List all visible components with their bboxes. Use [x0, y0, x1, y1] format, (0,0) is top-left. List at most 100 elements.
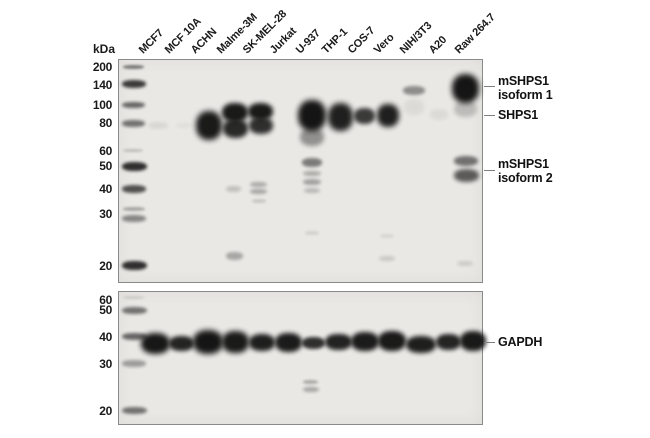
molecular-weight-marker-label: 20 [99, 259, 112, 273]
ladder-band [122, 261, 147, 270]
protein-band [300, 128, 324, 146]
molecular-weight-marker-label: 50 [99, 303, 112, 317]
lane-label: COS-7 [345, 24, 378, 57]
molecular-weight-marker-label: 80 [99, 116, 112, 130]
ladder-band [122, 307, 147, 314]
band-annotation-line: isoform 1 [498, 88, 553, 102]
band-annotation-label: mSHPS1 isoform 2 [498, 157, 553, 185]
protein-band [460, 331, 486, 351]
protein-band [176, 123, 192, 128]
protein-band [452, 74, 479, 103]
band-annotation-line: SHPS1 [498, 108, 538, 122]
protein-band [250, 189, 267, 194]
ladder-band [123, 207, 145, 211]
protein-band [249, 334, 275, 351]
protein-band [223, 119, 248, 138]
lane-label: U-937 [293, 27, 323, 57]
ladder-band [122, 185, 146, 193]
protein-band [298, 100, 326, 131]
molecular-weight-marker-label: 50 [99, 159, 112, 173]
band-annotation-label: mSHPS1 isoform 1 [498, 74, 553, 102]
gapdh-blot-panel [118, 291, 486, 425]
protein-band [226, 186, 241, 192]
lane-label: NIH/3T3 [397, 19, 435, 57]
protein-band [250, 182, 267, 187]
protein-band [328, 103, 353, 131]
protein-band [302, 337, 325, 349]
lane-label: MCF7 [136, 27, 166, 57]
protein-band [222, 103, 248, 122]
lane-label: A20 [426, 33, 450, 57]
protein-band [303, 380, 318, 384]
ladder-band [123, 65, 144, 69]
protein-band [196, 111, 222, 140]
molecular-weight-marker-label: 30 [99, 207, 112, 221]
band-annotation-line: mSHPS1 [498, 157, 549, 171]
protein-band [354, 108, 375, 124]
shps1-blot-panel [118, 59, 483, 283]
band-annotation-label: GAPDH [498, 335, 542, 349]
protein-band [303, 179, 321, 185]
protein-band [249, 117, 273, 134]
protein-band [377, 104, 399, 127]
ladder-band [122, 120, 145, 127]
protein-band [141, 333, 170, 354]
protein-band [303, 387, 319, 392]
protein-band [454, 169, 479, 182]
protein-band [380, 234, 394, 238]
molecular-weight-marker-label: 140 [92, 78, 112, 92]
band-annotation-line: isoform 2 [498, 171, 553, 185]
protein-band [454, 156, 478, 166]
molecular-weight-marker-label: 100 [92, 98, 112, 112]
ladder-band [122, 80, 146, 88]
protein-band [436, 334, 461, 350]
protein-band [222, 331, 249, 353]
kda-unit-label: kDa [93, 42, 116, 56]
protein-band [305, 231, 319, 235]
band-annotation-line: mSHPS1 [498, 74, 549, 88]
protein-band [430, 109, 448, 120]
protein-band [378, 331, 406, 351]
lane-label: Raw 264.7 [452, 11, 498, 57]
ladder-band [123, 149, 143, 152]
molecular-weight-marker-label: 40 [99, 330, 112, 344]
ladder-band [122, 102, 145, 108]
molecular-weight-marker-label: 40 [99, 182, 112, 196]
band-annotation-line: GAPDH [498, 335, 543, 349]
protein-band [406, 336, 436, 353]
ladder-band [122, 360, 146, 367]
protein-band [379, 256, 395, 261]
ladder-band [122, 215, 146, 222]
ladder-band [122, 407, 147, 414]
protein-band [302, 158, 322, 167]
protein-band [303, 171, 321, 176]
protein-band [193, 330, 223, 354]
ladder-band [123, 296, 144, 299]
annotation-tick-line [484, 115, 495, 116]
protein-band [169, 336, 194, 351]
protein-band [248, 103, 273, 120]
molecular-weight-marker-label: 60 [99, 293, 112, 307]
annotation-tick-line [484, 342, 495, 343]
protein-band [457, 261, 473, 266]
protein-band [404, 99, 424, 115]
molecular-weight-marker-label: 20 [99, 404, 112, 418]
molecular-weight-marker-label: 30 [99, 357, 112, 371]
protein-band [325, 334, 352, 350]
lane-label: THP-1 [319, 26, 351, 57]
band-annotation-label: SHPS1 [498, 108, 538, 122]
ladder-band [122, 333, 147, 340]
protein-band [275, 333, 302, 352]
protein-band [454, 101, 477, 117]
molecular-weight-marker-label: 60 [99, 144, 112, 158]
protein-band [252, 199, 266, 203]
protein-band [148, 122, 168, 129]
protein-band [403, 86, 425, 95]
annotation-tick-line [484, 86, 495, 87]
annotation-tick-line [484, 170, 495, 171]
protein-band [304, 188, 320, 193]
protein-band [351, 332, 379, 351]
ladder-band [122, 162, 147, 171]
molecular-weight-marker-label: 200 [92, 60, 112, 74]
